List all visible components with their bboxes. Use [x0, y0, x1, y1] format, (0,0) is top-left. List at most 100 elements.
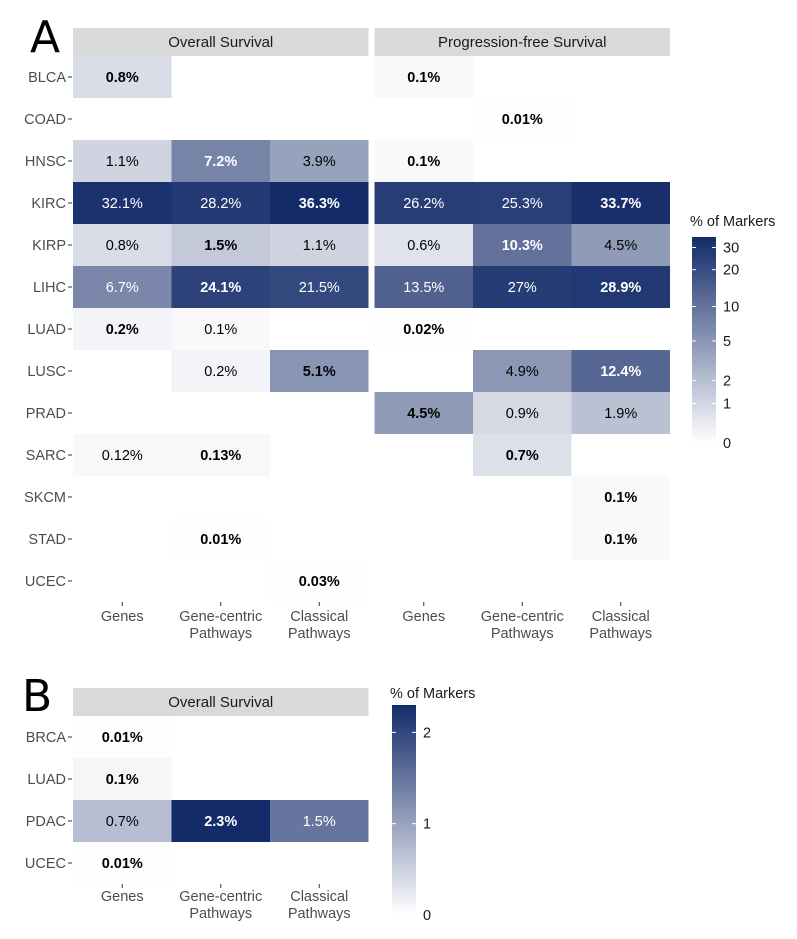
cell-label: 0.12% — [102, 448, 143, 464]
cell-label: 0.01% — [102, 856, 143, 872]
x-tick-label-gene-centric-pathways: Gene-centric Pathways — [179, 889, 262, 922]
facet-strip-overall-survival — [73, 688, 369, 716]
heatmap-cell — [270, 140, 369, 182]
x-tick-label-classical-pathways: Classical Pathways — [288, 889, 351, 922]
cell-label: 1.1% — [303, 238, 336, 254]
cell-label: 26.2% — [403, 196, 444, 212]
heatmap-cell — [473, 434, 572, 476]
cell-label: 25.3% — [502, 196, 543, 212]
cell-label: 0.8% — [106, 238, 139, 254]
heatmap-cell — [171, 182, 270, 224]
cell-label: 0.01% — [200, 532, 241, 548]
cell-label: 0.1% — [407, 154, 440, 170]
heatmap-cell — [473, 98, 572, 140]
x-tick-label-classical-pathways: Classical Pathways — [288, 609, 351, 642]
cell-label: 10.3% — [502, 238, 543, 254]
legend-tick-label: 5 — [723, 334, 731, 350]
heatmap-cell — [270, 266, 369, 308]
heatmap-cell — [374, 266, 473, 308]
heatmap-cell — [270, 560, 369, 602]
y-tick-label-luad: LUAD — [27, 772, 66, 788]
x-tick-label-gene-centric-pathways: Gene-centric Pathways — [179, 609, 262, 642]
cell-label: 28.9% — [600, 280, 641, 296]
heatmap-cell — [374, 182, 473, 224]
cell-label: 0.1% — [604, 490, 637, 506]
cell-label: 5.1% — [303, 364, 336, 380]
cell-label: 0.9% — [506, 406, 539, 422]
heatmap-cell — [171, 266, 270, 308]
heatmap-cell — [73, 434, 172, 476]
x-tick-label-genes: Genes — [101, 609, 144, 625]
legend-a: % of Markers 0 1 2 5 10 20 30 — [690, 214, 775, 452]
heatmap-cell — [73, 716, 172, 758]
panel-letter-b: B — [22, 671, 52, 722]
heatmap-cell — [73, 308, 172, 350]
cell-label: 0.1% — [407, 70, 440, 86]
cell-label: 0.02% — [403, 322, 444, 338]
legend-colorbar — [692, 237, 716, 443]
cell-label: 0.2% — [106, 322, 139, 338]
heatmap-cell — [73, 266, 172, 308]
heatmap-cell — [374, 308, 473, 350]
legend-tick-label: 0 — [423, 908, 431, 924]
x-tick-label-classical-pathways: Classical Pathways — [589, 609, 652, 642]
cell-label: 0.1% — [604, 532, 637, 548]
cell-label: 1.1% — [106, 154, 139, 170]
heatmap-cell — [171, 308, 270, 350]
cell-label: 0.6% — [407, 238, 440, 254]
heatmap-cell — [73, 224, 172, 266]
heatmap-cell — [571, 518, 670, 560]
y-tick-label-ucec: UCEC — [25, 856, 66, 872]
heatmap-cell — [473, 224, 572, 266]
y-tick-label-luad: LUAD — [27, 322, 66, 338]
legend-tick-label: 1 — [723, 397, 731, 413]
cell-label: 7.2% — [204, 154, 237, 170]
heatmap-cell — [171, 140, 270, 182]
cell-label: 32.1% — [102, 196, 143, 212]
y-tick-label-kirc: KIRC — [31, 196, 66, 212]
panel-a-heatmap: Overall Survival Genes Gene-centric Pathway… — [24, 28, 670, 642]
cell-label: 3.9% — [303, 154, 336, 170]
cell-label: 0.1% — [204, 322, 237, 338]
cell-label: 33.7% — [600, 196, 641, 212]
heatmap-cell — [73, 758, 172, 800]
heatmap-cell — [171, 350, 270, 392]
heatmap-cell — [571, 392, 670, 434]
heatmap-cell — [270, 224, 369, 266]
legend-tick-label: 20 — [723, 263, 739, 279]
cell-label: 36.3% — [299, 196, 340, 212]
heatmap-cell — [571, 266, 670, 308]
y-tick-label-stad: STAD — [28, 532, 66, 548]
y-tick-label-pdac: PDAC — [26, 814, 66, 830]
facet-title-overall-survival: Overall Survival — [168, 34, 273, 51]
cell-label: 13.5% — [403, 280, 444, 296]
cell-label: 6.7% — [106, 280, 139, 296]
facet-title-progression-free-survival: Progression-free Survival — [438, 34, 606, 51]
y-tick-label-prad: PRAD — [26, 406, 66, 422]
legend-tick-label: 2 — [423, 725, 431, 741]
heatmap-cell — [571, 350, 670, 392]
cell-label: 4.5% — [604, 238, 637, 254]
heatmap-cell — [473, 266, 572, 308]
y-tick-label-blca: BLCA — [28, 70, 66, 86]
cell-label: 0.7% — [506, 448, 539, 464]
cell-label: 27% — [508, 280, 537, 296]
heatmap-cell — [171, 518, 270, 560]
legend-title: % of Markers — [690, 214, 775, 230]
heatmap-cell — [171, 434, 270, 476]
cell-label: 0.01% — [102, 730, 143, 746]
heatmap-cell — [171, 800, 270, 842]
legend-b: % of Markers 0 1 2 — [390, 686, 475, 924]
facet-title-overall-survival: Overall Survival — [168, 694, 273, 711]
heatmap-cell — [270, 350, 369, 392]
y-tick-label-brca: BRCA — [26, 730, 67, 746]
heatmap-cell — [270, 182, 369, 224]
heatmap-cell — [571, 182, 670, 224]
y-tick-label-ucec: UCEC — [25, 574, 66, 590]
x-tick-label-genes: Genes — [101, 889, 144, 905]
x-tick-label-gene-centric-pathways: Gene-centric Pathways — [481, 609, 564, 642]
legend-tick-label: 30 — [723, 241, 739, 257]
heatmap-cell — [73, 182, 172, 224]
cell-label: 0.2% — [204, 364, 237, 380]
